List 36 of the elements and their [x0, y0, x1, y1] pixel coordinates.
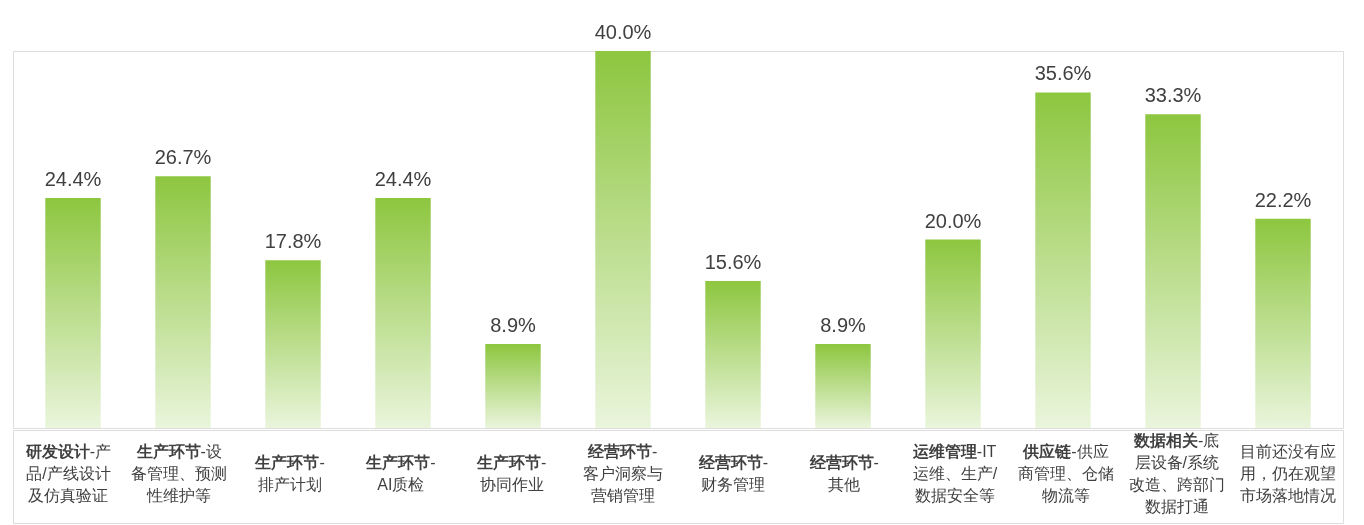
x-tick-label: 供应链-供应商管理、仓储物流等: [1017, 442, 1114, 504]
bar: [1145, 114, 1201, 428]
data-label: 24.4%: [374, 168, 432, 191]
data-label: 8.9%: [820, 314, 867, 337]
x-tick-label: 运维管理-IT运维、生产/数据安全等: [911, 443, 998, 504]
x-tick-label: 生产环节-AI质检: [365, 454, 436, 493]
bar: [485, 344, 541, 428]
x-tick-label: 目前还没有应用，仍在观望市场落地情况: [1239, 443, 1336, 504]
data-label: 40.0%: [594, 21, 652, 43]
bar: [265, 260, 321, 428]
x-tick-label: 经营环节-其他: [808, 454, 879, 493]
x-tick-label: 经营环节-客户洞察与营销管理: [582, 443, 663, 504]
bar: [155, 176, 211, 428]
data-label: 22.2%: [1254, 188, 1312, 211]
bar: [375, 198, 431, 428]
bar: [45, 198, 101, 428]
x-tick-label: 经营环节-财务管理: [697, 454, 769, 493]
x-tick-label: 研发设计-产品/产线设计及仿真验证: [24, 443, 112, 504]
bar: [595, 51, 651, 428]
bar: [925, 239, 981, 428]
data-label: 20.0%: [924, 209, 982, 232]
data-label: 8.9%: [490, 314, 537, 337]
x-tick-label: 生产环节-设备管理、预测性维护等: [131, 443, 228, 504]
data-label: 24.4%: [44, 168, 102, 191]
data-label: 26.7%: [154, 146, 212, 169]
x-tick-label: 生产环节-协同作业: [476, 454, 547, 493]
bar: [815, 344, 871, 428]
x-tick-label: 生产环节-排产计划: [254, 454, 325, 493]
bar: [1255, 218, 1311, 428]
data-label: 35.6%: [1034, 62, 1092, 85]
bar: [705, 280, 761, 428]
bar: [1035, 92, 1091, 428]
data-label: 15.6%: [704, 250, 762, 273]
data-label: 33.3%: [1144, 84, 1202, 107]
data-label: 17.8%: [264, 230, 322, 253]
x-tick-label: 数据相关-底层设备/系统改造、跨部门数据打通: [1128, 432, 1225, 515]
